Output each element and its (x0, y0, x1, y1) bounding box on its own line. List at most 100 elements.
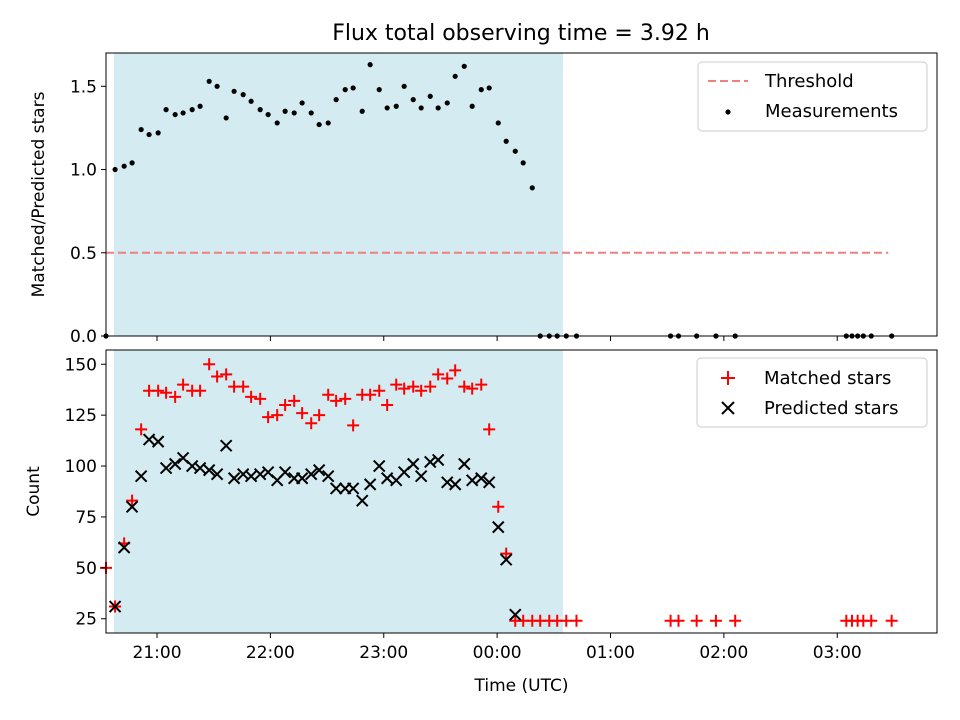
y-tick-label: 0.0 (70, 327, 97, 347)
time-xlabel: Time (UTC) (474, 676, 569, 696)
predicted-star-point (509, 608, 522, 621)
measurement-point (512, 148, 518, 154)
count-legend-box (696, 357, 928, 428)
predicted-star-point (448, 478, 462, 491)
matched-star-point (296, 407, 309, 420)
predicted-star-point (278, 465, 292, 479)
predicted-star-point (380, 472, 394, 485)
matched-star-point (152, 384, 165, 397)
matched-star-point (339, 392, 352, 405)
measurement-point (418, 105, 424, 111)
measurement-point (248, 98, 254, 104)
matched-star-point (415, 384, 428, 397)
matched-star-point (500, 547, 513, 560)
predicted-star-point (304, 467, 318, 481)
matched-star-point (203, 358, 216, 371)
measurements-legend-swatch (725, 109, 731, 115)
y-tick-label: 75 (75, 508, 97, 528)
predicted-star-point (492, 520, 505, 534)
matched-star-point (570, 614, 583, 627)
x-tick-label: 01:00 (586, 643, 635, 663)
chart-title: Flux total observing time = 3.92 h (332, 21, 710, 46)
matched-star-point (432, 368, 445, 381)
x-tick-label: 22:00 (246, 643, 295, 663)
matched-star-point (322, 388, 335, 401)
ratio-ylabel: Matched/Predicted stars (29, 91, 49, 297)
matched-legend-swatch (721, 371, 735, 385)
matched-star-point (729, 614, 742, 627)
measurement-point (393, 103, 399, 109)
measurements-legend-label: Measurements (765, 101, 898, 122)
measurement-point (155, 130, 161, 136)
matched-star-point (177, 378, 190, 391)
measurement-point (223, 115, 229, 121)
predicted-star-point (441, 476, 454, 489)
measurement-point (444, 100, 450, 106)
count-points (100, 358, 898, 627)
predicted-star-point (117, 541, 131, 554)
matched-star-point (441, 372, 454, 385)
observing-span (113, 53, 563, 336)
x-tick-label: 02:00 (699, 643, 748, 663)
matched-star-point (560, 614, 573, 627)
y-tick-label: 1.5 (70, 77, 97, 97)
measurement-point (469, 103, 475, 109)
count-frame (105, 349, 938, 634)
measurement-point (129, 160, 135, 166)
predicted-star-point (244, 470, 258, 483)
matched-star-point (398, 382, 411, 395)
predicted-star-point (321, 470, 335, 483)
predicted-star-point (458, 457, 471, 471)
y-tick-label: 25 (75, 610, 97, 630)
measurement-point (240, 92, 246, 98)
measurement-point (138, 126, 144, 133)
matched-star-point (313, 409, 326, 422)
measurement-point (180, 110, 186, 116)
predicted-star-point (227, 472, 241, 485)
measurement-point (197, 103, 203, 109)
predicted-star-point (363, 478, 377, 491)
predicted-star-point (210, 467, 224, 481)
matched-star-point (885, 614, 898, 627)
matched-star-point (373, 384, 386, 397)
matched-star-point (458, 380, 471, 393)
ratio-legend-box (697, 61, 928, 132)
matched-star-point (364, 388, 377, 401)
matched-star-point (424, 380, 437, 393)
matched-legend-label: Matched stars (764, 368, 891, 389)
y-tick-label: 1.0 (70, 161, 97, 181)
measurement-point (461, 63, 467, 69)
matched-star-point (466, 382, 479, 395)
matched-star-point (709, 614, 722, 627)
measurement-point (359, 108, 365, 114)
matched-star-point (305, 417, 318, 430)
predicted-star-point (431, 453, 445, 467)
predicted-star-point (236, 467, 250, 481)
predicted-star-point (142, 433, 156, 446)
matched-star-point (262, 411, 275, 424)
matched-star-point (407, 380, 420, 393)
ratio-frame (105, 52, 938, 337)
ratio-panel: 0.0 0.5 1.0 1.5 Matched/Predicted stars Thr… (29, 52, 938, 347)
measurement-point (427, 93, 433, 99)
matched-star-point (347, 419, 360, 432)
measurement-point (495, 120, 501, 126)
predicted-star-point (414, 470, 428, 483)
predicted-star-point (219, 439, 233, 452)
measurement-point (308, 110, 314, 116)
y-tick-label: 50 (75, 559, 97, 579)
predicted-star-point (295, 472, 309, 485)
matched-star-point (865, 614, 878, 627)
matched-star-point (135, 423, 148, 436)
predicted-star-point (356, 494, 369, 507)
measurement-point (206, 78, 212, 84)
matched-star-point (483, 423, 496, 436)
matched-star-point (245, 390, 258, 403)
matched-star-point (211, 370, 224, 383)
measurement-point (486, 85, 492, 91)
predicted-star-point (482, 476, 496, 489)
matched-star-point (475, 378, 488, 391)
count-axes: 25 50 75 100 125 150 21:00 22:00 23:00 00:00 01:00… (65, 355, 862, 663)
threshold-legend-label: Threshold (764, 71, 854, 92)
predicted-star-point (134, 470, 148, 483)
